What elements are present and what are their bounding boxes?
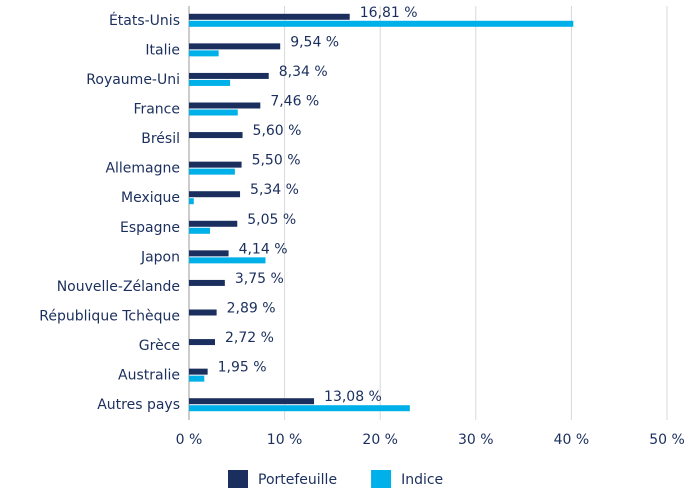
data-label: 9,54 % [290,34,339,50]
y-tick-label: Brésil [141,131,180,147]
bar [189,405,410,412]
bar [189,398,315,405]
data-label: 4,14 % [239,241,288,257]
y-tick-label: Mexique [121,190,180,206]
bar [189,375,205,382]
bar [189,79,231,86]
data-label: 5,34 % [250,182,299,198]
bar [189,257,266,264]
bar [189,368,208,375]
y-tick-label: Australie [118,368,180,384]
data-label: 7,46 % [270,94,319,110]
bar [189,309,217,316]
bar [189,72,269,79]
bar [189,102,261,109]
x-tick-label: 40 % [554,432,590,448]
x-tick-label: 30 % [458,432,494,448]
data-label: 1,95 % [218,360,267,376]
data-label: 5,50 % [252,153,301,169]
y-tick-label: Espagne [120,220,180,236]
data-label: 16,81 % [360,5,418,21]
bar [189,109,238,116]
bar [189,191,241,198]
y-tick-label: République Tchèque [39,309,180,325]
y-tick-label: États-Unis [109,12,180,29]
bar [189,13,350,20]
y-tick-label: Royaume-Uni [86,72,180,88]
x-tick-label: 0 % [176,432,203,448]
data-label: 5,05 % [247,212,296,228]
bar [189,168,235,175]
data-label: 2,72 % [225,330,274,346]
y-tick-label: France [133,102,180,118]
data-label: 3,75 % [235,271,284,287]
bar [189,132,243,139]
bar [189,161,242,168]
y-tick-label: Grèce [139,338,180,354]
bar [189,220,238,227]
data-label: 2,89 % [227,301,276,317]
bar [189,279,225,286]
legend-swatch [228,470,248,488]
legend-swatch [371,470,392,488]
bar [189,339,216,346]
legend-label: Portefeuille [258,472,337,488]
bar [189,20,574,27]
bar [189,227,211,234]
data-label: 5,60 % [253,123,302,139]
bar [189,250,229,257]
x-tick-label: 10 % [267,432,303,448]
x-tick-label: 50 % [649,432,685,448]
y-tick-label: Nouvelle-Zélande [57,279,180,295]
y-tick-label: Allemagne [105,161,180,177]
y-tick-label: Autres pays [97,397,180,413]
bar [189,50,219,57]
bar [189,43,281,50]
y-tick-label: Italie [145,42,180,58]
data-label: 8,34 % [279,64,328,80]
data-label: 13,08 % [324,389,382,405]
x-tick-label: 20 % [362,432,398,448]
bar [189,198,194,205]
y-tick-label: Japon [140,249,180,265]
legend-label: Indice [401,472,443,488]
